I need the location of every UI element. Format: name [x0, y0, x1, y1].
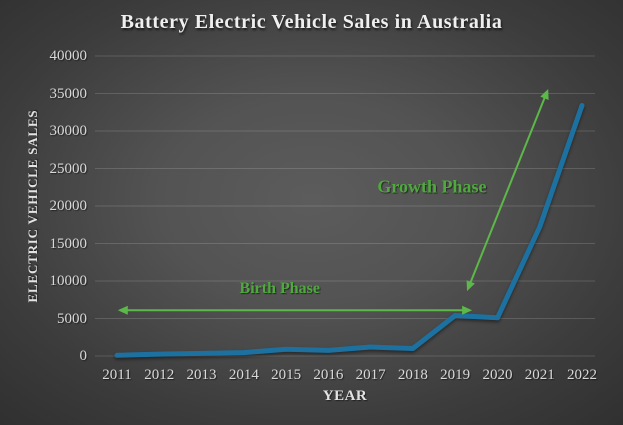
y-tick-label: 5000: [57, 310, 87, 327]
y-tick-label: 20000: [49, 198, 88, 214]
y-tick-label: 15000: [49, 235, 88, 252]
x-tick-label: 2022: [567, 367, 597, 383]
x-axis-title: YEAR: [322, 388, 368, 404]
y-tick-label: 10000: [49, 273, 88, 289]
x-tick-label: 2021: [524, 367, 555, 383]
x-tick-label: 2017: [355, 367, 386, 383]
y-tick-label: 25000: [49, 160, 88, 177]
y-tick-label: 40000: [49, 48, 88, 64]
sales-line: [114, 103, 585, 358]
x-tick-label: 2020: [482, 367, 513, 383]
x-tick-label: 2018: [397, 367, 428, 383]
x-tick-label: 2015: [271, 367, 302, 383]
annotation-growth-phase: Growth Phase: [377, 176, 487, 196]
y-tick-label: 35000: [49, 85, 88, 102]
arrowhead-icon: [540, 89, 549, 100]
x-tick-label: 2014: [228, 367, 259, 383]
x-tick-label: 2011: [102, 367, 132, 383]
chart-title: Battery Electric Vehicle Sales in Austra…: [120, 11, 503, 33]
x-tick-label: 2012: [144, 367, 175, 383]
annotation-arrow-growth-phase: [469, 96, 547, 285]
arrowhead-icon: [117, 305, 128, 315]
x-tick-label: 2019: [440, 367, 471, 383]
y-tick-label: 30000: [49, 123, 88, 139]
annotation-birth-phase: Birth Phase: [239, 279, 320, 297]
arrowhead-icon: [466, 280, 475, 292]
x-tick-label: 2016: [313, 367, 344, 383]
x-tick-label: 2013: [186, 367, 217, 383]
arrowhead-icon: [462, 305, 473, 315]
y-tick-label: 0: [79, 348, 88, 364]
